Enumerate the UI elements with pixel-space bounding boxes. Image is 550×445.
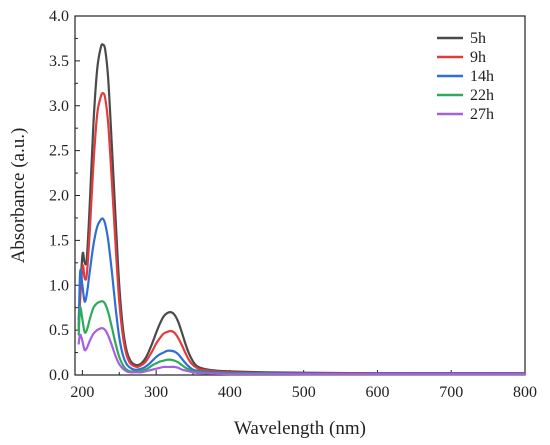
y-tick-label: 2.5 bbox=[49, 143, 69, 160]
legend-label-14h: 14h bbox=[470, 68, 494, 85]
series-line-9h bbox=[77, 92, 527, 375]
legend-label-5h: 5h bbox=[470, 30, 486, 47]
x-tick-label: 200 bbox=[70, 384, 94, 401]
legend: 5h 9h 14h 22h 27h bbox=[437, 30, 494, 123]
y-tick-label: 3.5 bbox=[49, 53, 69, 70]
x-tick-label: 800 bbox=[513, 384, 537, 401]
x-tick-label: 300 bbox=[144, 384, 168, 401]
x-tick-label: 600 bbox=[365, 384, 389, 401]
x-tick-label: 400 bbox=[218, 384, 242, 401]
x-tick-label: 500 bbox=[292, 384, 316, 401]
y-tick-label: 1.0 bbox=[49, 277, 69, 294]
y-axis-title: Absorbance (a.u.) bbox=[8, 128, 29, 264]
y-tick-label: 0.5 bbox=[49, 322, 69, 339]
legend-label-9h: 9h bbox=[470, 49, 486, 66]
y-axis: 0.0 0.5 1.0 1.5 2.0 2.5 3.0 3.5 4.0 bbox=[49, 8, 80, 384]
y-tick-label: 1.5 bbox=[49, 232, 69, 249]
y-tick-label: 0.0 bbox=[49, 367, 69, 384]
y-tick-label: 3.0 bbox=[49, 98, 69, 115]
series-line-27h bbox=[77, 327, 527, 376]
legend-label-27h: 27h bbox=[470, 106, 494, 123]
series-group bbox=[77, 43, 527, 376]
y-tick-label: 4.0 bbox=[49, 8, 69, 25]
x-axis-title: Wavelength (nm) bbox=[234, 418, 366, 439]
y-tick-label: 2.0 bbox=[49, 188, 69, 205]
x-tick-label: 700 bbox=[439, 384, 463, 401]
legend-label-22h: 22h bbox=[470, 87, 494, 104]
